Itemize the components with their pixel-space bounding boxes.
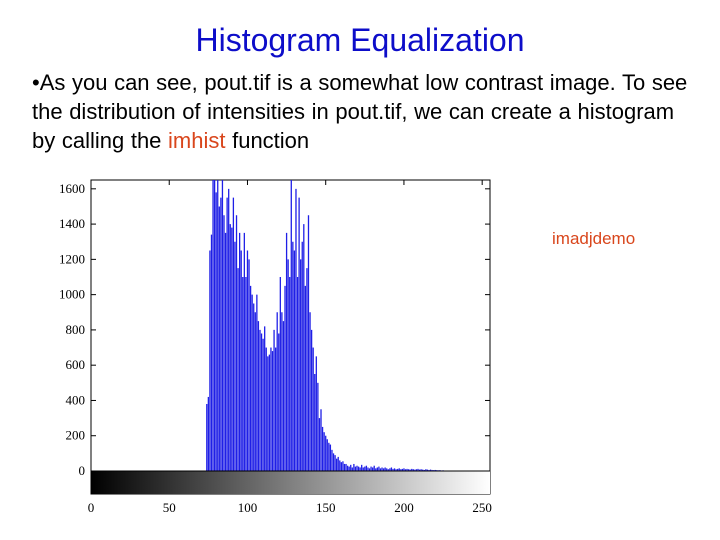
x-tick-label: 0 [88,500,95,515]
bullet-marker: • [32,70,40,95]
x-tick-label: 200 [394,500,414,515]
plot-frame [90,179,491,495]
y-axis: 0 200 400 600 800 1000 1200 1400 1600 [59,181,490,478]
y-tick-label: 0 [79,463,86,478]
y-tick-label: 1400 [59,216,85,231]
x-tick-label: 100 [238,500,258,515]
y-tick-label: 600 [66,357,86,372]
bullet-paragraph: •As you can see, pout.tif is a somewhat … [32,68,702,155]
slide-title: Histogram Equalization [195,22,525,58]
y-tick-label: 1600 [59,181,85,196]
y-tick-label: 800 [66,322,86,337]
grayscale-colorbar [91,471,490,494]
x-tick-label: 250 [472,500,492,515]
x-tick-label: 50 [163,500,176,515]
histogram-bars [206,180,444,471]
x-tick-label: 150 [316,500,336,515]
imadjdemo-label: imadjdemo [552,229,636,248]
function-name: imhist [168,128,226,153]
y-tick-label: 1000 [59,287,85,302]
y-tick-label: 400 [66,392,86,407]
bullet-text-after: function [225,128,310,153]
y-tick-label: 1200 [59,251,85,266]
bullet-text-before: As you can see, pout.tif is a somewhat l… [32,70,688,153]
y-tick-label: 200 [66,428,86,443]
